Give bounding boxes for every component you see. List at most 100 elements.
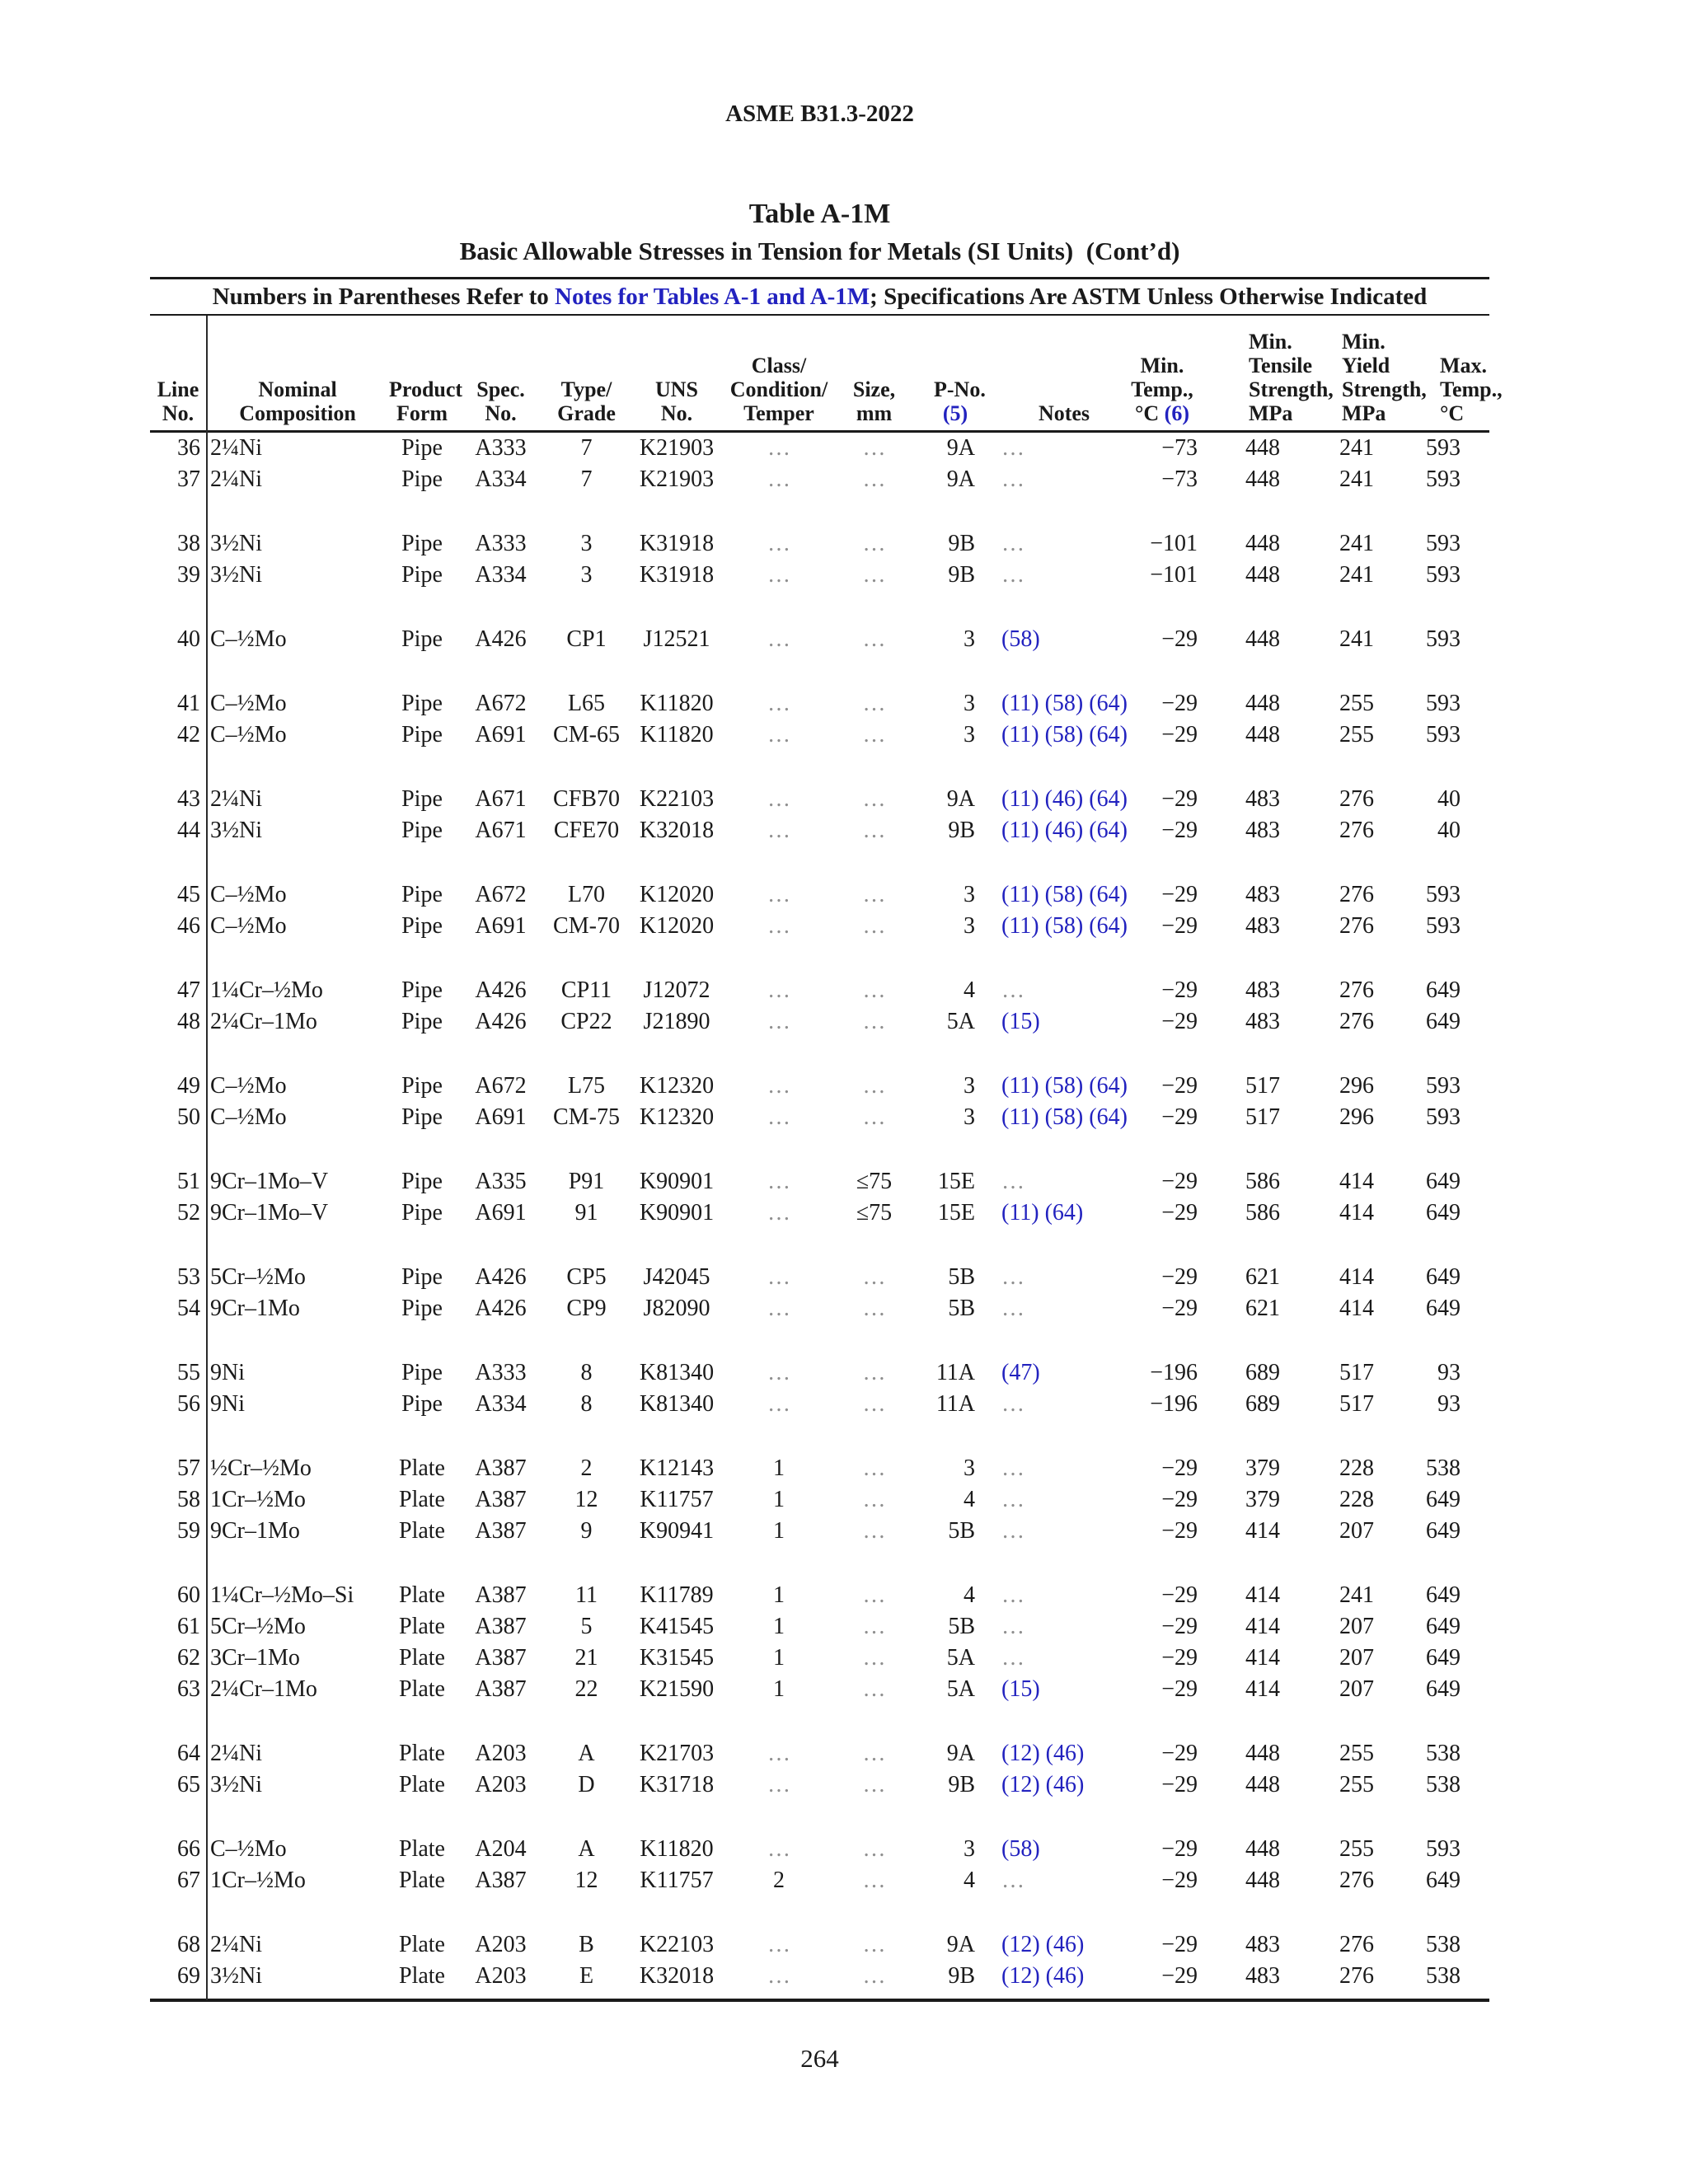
cell-min-temp: −29: [1161, 1073, 1198, 1099]
cell-p-no: 4: [964, 1582, 975, 1608]
cell-notes[interactable]: (11) (64): [1001, 1200, 1084, 1226]
cell-notes[interactable]: (58): [1001, 1836, 1040, 1862]
cell-max-temp: 593: [1426, 913, 1461, 939]
cell-notes[interactable]: (15): [1001, 1676, 1040, 1702]
table-row: 43 2¼Ni Pipe A671 CFB70 K22103 … … 9A (1…: [150, 784, 1489, 815]
table-row: 46 C–½Mo Pipe A691 CM-70 K12020 … … 3 (1…: [150, 911, 1489, 942]
cell-notes[interactable]: (58): [1001, 626, 1040, 652]
cell-product-form: Pipe: [401, 1009, 443, 1034]
cell-min-yield-strength: 241: [1339, 531, 1374, 556]
cell-min-tensile-strength: 448: [1245, 562, 1280, 588]
cell-size-mm: …: [862, 977, 886, 1003]
cell-min-yield-strength: 241: [1339, 466, 1374, 492]
cell-size-mm: …: [862, 1836, 886, 1862]
row-group: 57 ½Cr–½Mo Plate A387 2 K12143 1 … 3 … −…: [150, 1453, 1489, 1547]
cell-product-form: Plate: [399, 1455, 445, 1481]
cell-notes[interactable]: (11) (58) (64): [1001, 722, 1128, 748]
cell-nominal-composition: 3½Ni: [210, 1772, 262, 1797]
cell-product-form: Plate: [399, 1614, 445, 1639]
cell-p-no: 9B: [948, 531, 975, 556]
cell-class-condition-temper: 1: [773, 1582, 785, 1608]
cell-product-form: Plate: [399, 1772, 445, 1797]
cell-size-mm: …: [862, 1645, 886, 1671]
table-row: 59 9Cr–1Mo Plate A387 9 K90941 1 … 5B … …: [150, 1516, 1489, 1547]
cell-class-condition-temper: …: [767, 786, 790, 812]
cell-min-tensile-strength: 414: [1245, 1518, 1280, 1544]
row-group: 43 2¼Ni Pipe A671 CFB70 K22103 … … 9A (1…: [150, 784, 1489, 846]
cell-class-condition-temper: …: [767, 626, 790, 652]
cell-type-grade: 21: [574, 1645, 598, 1671]
cell-min-yield-strength: 276: [1339, 818, 1374, 843]
cell-size-mm: ≤75: [856, 1169, 893, 1194]
cell-min-tensile-strength: 517: [1245, 1073, 1280, 1099]
cell-min-temp: −29: [1161, 1518, 1198, 1544]
cell-notes: …: [1001, 1169, 1025, 1194]
cell-max-temp: 649: [1426, 1582, 1461, 1608]
cell-p-no: 15E: [937, 1200, 975, 1226]
cell-product-form: Pipe: [401, 1104, 443, 1130]
cell-size-mm: …: [862, 913, 886, 939]
cell-notes[interactable]: (12) (46): [1001, 1932, 1085, 1957]
cell-line-no: 54: [177, 1296, 200, 1321]
cell-notes[interactable]: (11) (58) (64): [1001, 1073, 1128, 1099]
cell-notes[interactable]: (15): [1001, 1009, 1040, 1034]
col-header-product-form: Product Form: [389, 377, 463, 425]
cell-notes[interactable]: (12) (46): [1001, 1963, 1085, 1989]
cell-notes[interactable]: (12) (46): [1001, 1772, 1085, 1797]
col-header-uns-no: UNS No.: [654, 377, 698, 425]
cell-uns-no: K90901: [639, 1200, 715, 1226]
row-group: 55 9Ni Pipe A333 8 K81340 … … 11A (47) −…: [150, 1357, 1489, 1420]
note-ref-5[interactable]: (5): [942, 401, 968, 425]
cell-line-no: 49: [177, 1073, 200, 1099]
cell-min-tensile-strength: 414: [1245, 1676, 1280, 1702]
row-group: 68 2¼Ni Plate A203 B K22103 … … 9A (12) …: [150, 1929, 1489, 1992]
cell-min-temp: −29: [1161, 1676, 1198, 1702]
cell-uns-no: K32018: [639, 1963, 715, 1989]
cell-min-temp: −29: [1161, 1772, 1198, 1797]
doc-reference: ASME B31.3-2022: [725, 101, 914, 127]
cell-product-form: Pipe: [401, 531, 443, 556]
cell-min-yield-strength: 241: [1339, 562, 1374, 588]
cell-notes[interactable]: (11) (58) (64): [1001, 691, 1128, 716]
cell-nominal-composition: 1¼Cr–½Mo: [210, 977, 323, 1003]
cell-max-temp: 538: [1426, 1932, 1461, 1957]
cell-min-yield-strength: 228: [1339, 1487, 1374, 1512]
cell-type-grade: 11: [575, 1582, 598, 1608]
cell-notes[interactable]: (47): [1001, 1360, 1040, 1385]
cell-nominal-composition: 5Cr–½Mo: [210, 1264, 306, 1290]
cell-min-tensile-strength: 621: [1245, 1296, 1280, 1321]
cell-notes[interactable]: (12) (46): [1001, 1741, 1085, 1766]
cell-notes: …: [1001, 1264, 1025, 1290]
cell-class-condition-temper: 1: [773, 1487, 785, 1512]
cell-nominal-composition: ½Cr–½Mo: [210, 1455, 312, 1481]
cell-notes[interactable]: (11) (46) (64): [1001, 818, 1128, 843]
cell-min-temp: −196: [1150, 1360, 1198, 1385]
cell-class-condition-temper: …: [767, 562, 790, 588]
cell-type-grade: 3: [580, 531, 593, 556]
cell-notes: …: [1001, 1487, 1025, 1512]
table-row: 44 3½Ni Pipe A671 CFE70 K32018 … … 9B (1…: [150, 815, 1489, 846]
note-ref-6[interactable]: (6): [1164, 401, 1189, 425]
cell-spec-no: A333: [475, 531, 527, 556]
cell-size-mm: …: [862, 1518, 886, 1544]
row-group: 51 9Cr–1Mo–V Pipe A335 P91 K90901 … ≤75 …: [150, 1166, 1489, 1229]
cell-spec-no: A203: [475, 1741, 527, 1766]
column-header-row: Line No. Nominal Composition Product For…: [150, 316, 1503, 430]
cell-line-no: 48: [177, 1009, 200, 1034]
cell-notes[interactable]: (11) (46) (64): [1001, 786, 1128, 812]
cell-max-temp: 649: [1426, 1169, 1461, 1194]
notes-for-tables-link[interactable]: Notes for Tables A-1 and A-1M: [555, 284, 870, 310]
cell-product-form: Pipe: [401, 1264, 443, 1290]
cell-type-grade: B: [579, 1932, 594, 1957]
cell-notes[interactable]: (11) (58) (64): [1001, 882, 1128, 907]
cell-notes[interactable]: (11) (58) (64): [1001, 913, 1128, 939]
cell-notes[interactable]: (11) (58) (64): [1001, 1104, 1128, 1130]
cell-type-grade: L70: [567, 882, 606, 907]
cell-type-grade: E: [579, 1963, 594, 1989]
cell-product-form: Pipe: [401, 977, 443, 1003]
cell-size-mm: …: [862, 786, 886, 812]
cell-class-condition-temper: 2: [773, 1868, 785, 1893]
cell-p-no: 9B: [948, 818, 975, 843]
table-row: 61 5Cr–½Mo Plate A387 5 K41545 1 … 5B … …: [150, 1611, 1489, 1643]
cell-p-no: 9B: [948, 562, 975, 588]
